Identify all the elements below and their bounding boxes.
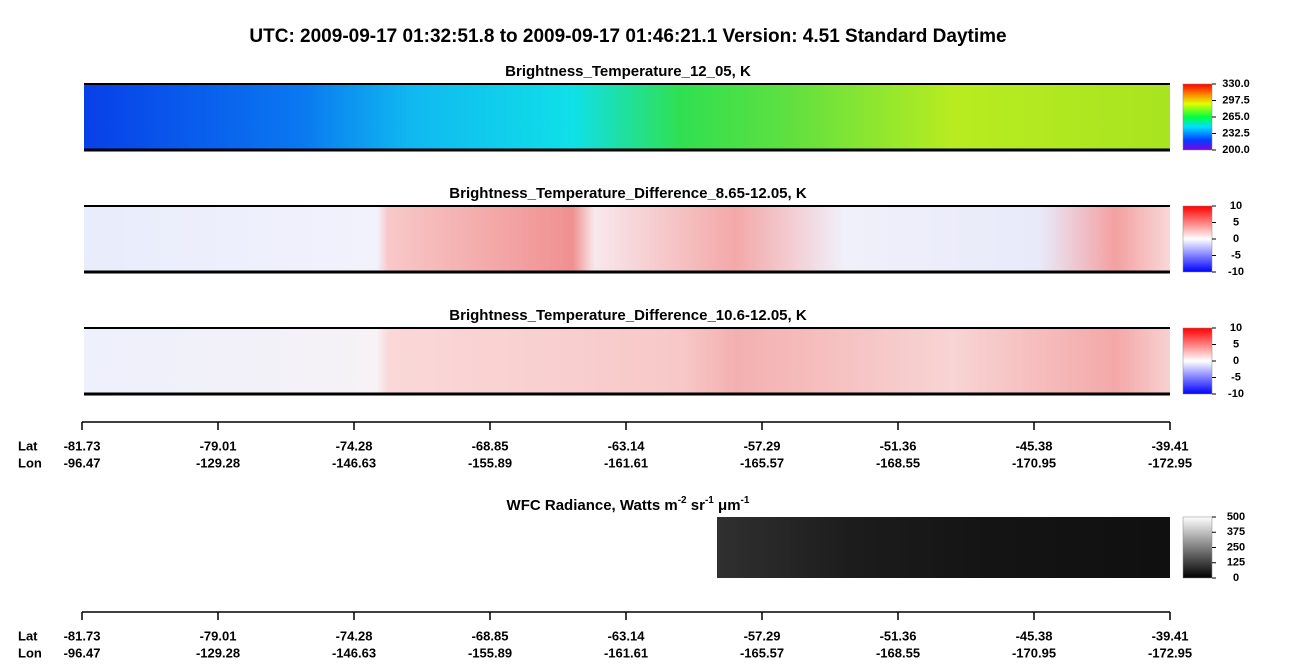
panel-title: Brightness_Temperature_12_05, K: [505, 63, 751, 80]
lon-tick-label: -129.28: [196, 645, 240, 660]
colorbar-tick-label: 500: [1227, 511, 1245, 523]
colorbar-tick-label: 297.5: [1222, 94, 1250, 106]
title-part: μm: [714, 497, 741, 514]
colorbar-tick-label: 10: [1230, 200, 1242, 212]
image-strip: [84, 84, 1170, 150]
colorbar-tick-label: 125: [1227, 557, 1245, 569]
lat-tick-label: -63.14: [608, 438, 646, 453]
lon-tick-label: -170.95: [1012, 645, 1056, 660]
colorbar-tick-label: 200.0: [1222, 144, 1250, 156]
lon-tick-label: -161.61: [604, 455, 648, 470]
title-part: -1: [705, 495, 714, 506]
colorbar-tick-label: 5: [1233, 216, 1239, 228]
panel-title: Brightness_Temperature_Difference_8.65-1…: [449, 185, 807, 202]
lat-label: Lat: [18, 438, 38, 453]
colorbar-tick-label: 0: [1233, 355, 1239, 367]
lon-label: Lon: [18, 455, 42, 470]
lon-label: Lon: [18, 645, 42, 660]
title-part: -2: [678, 495, 687, 506]
lat-tick-label: -68.85: [472, 628, 509, 643]
lon-tick-label: -168.55: [876, 645, 920, 660]
lon-tick-label: -161.61: [604, 645, 648, 660]
colorbar: [1182, 327, 1213, 395]
colorbar-tick-label: 250: [1227, 541, 1245, 553]
lon-tick-label: -172.95: [1148, 455, 1192, 470]
colorbar-tick-label: 232.5: [1222, 127, 1250, 139]
image-strip: [717, 517, 1170, 578]
title-part: sr: [687, 497, 706, 514]
lat-label: Lat: [18, 628, 38, 643]
lat-tick-label: -74.28: [336, 628, 373, 643]
lon-tick-label: -129.28: [196, 455, 240, 470]
lat-tick-label: -63.14: [608, 628, 646, 643]
panel-title: Brightness_Temperature_Difference_10.6-1…: [449, 307, 807, 324]
lon-tick-label: -146.63: [332, 645, 376, 660]
lon-tick-label: -96.47: [64, 455, 101, 470]
lat-tick-label: -74.28: [336, 438, 373, 453]
colorbar-tick-label: 375: [1227, 526, 1245, 538]
colorbar-tick-label: -10: [1228, 388, 1244, 400]
lat-tick-label: -68.85: [472, 438, 509, 453]
lon-tick-label: -155.89: [468, 455, 512, 470]
colorbar: [1182, 83, 1213, 151]
lat-tick-label: -45.38: [1016, 628, 1053, 643]
lat-tick-label: -51.36: [880, 628, 917, 643]
lon-tick-label: -155.89: [468, 645, 512, 660]
lon-tick-label: -96.47: [64, 645, 101, 660]
panels: Brightness_Temperature_12_05, K 330.0 297.…: [18, 63, 1250, 660]
colorbar-tick-label: -5: [1231, 249, 1241, 261]
lat-tick-label: -39.41: [1152, 628, 1189, 643]
lat-tick-label: -79.01: [200, 438, 237, 453]
lat-tick-label: -39.41: [1152, 438, 1189, 453]
lon-tick-label: -172.95: [1148, 645, 1192, 660]
panel-title: WFC Radiance, Watts m-2 sr-1 μm-1: [507, 495, 750, 514]
colorbar-tick-label: 0: [1233, 572, 1239, 584]
colorbar-tick-label: -10: [1228, 266, 1244, 278]
lon-tick-label: -146.63: [332, 455, 376, 470]
lon-tick-label: -168.55: [876, 455, 920, 470]
colorbar: [1182, 516, 1213, 579]
colorbar-tick-label: 330.0: [1222, 78, 1250, 90]
title-part: WFC Radiance, Watts m: [507, 497, 678, 514]
lat-tick-label: -57.29: [744, 438, 781, 453]
colorbar-tick-label: 0: [1233, 233, 1239, 245]
figure-title: UTC: 2009-09-17 01:32:51.8 to 2009-09-17…: [249, 26, 1006, 47]
lat-tick-label: -79.01: [200, 628, 237, 643]
image-strip: [84, 206, 1170, 272]
lat-tick-label: -81.73: [64, 628, 101, 643]
lat-tick-label: -81.73: [64, 438, 101, 453]
colorbar-tick-label: 5: [1233, 338, 1239, 350]
colorbar-tick-label: 265.0: [1222, 111, 1250, 123]
lat-tick-label: -51.36: [880, 438, 917, 453]
image-strip: [84, 328, 1170, 394]
colorbar-tick-label: -5: [1231, 371, 1241, 383]
lat-tick-label: -57.29: [744, 628, 781, 643]
lon-tick-label: -170.95: [1012, 455, 1056, 470]
colorbar-tick-label: 10: [1230, 322, 1242, 334]
lon-tick-label: -165.57: [740, 455, 784, 470]
lon-tick-label: -165.57: [740, 645, 784, 660]
title-part: -1: [741, 495, 750, 506]
lat-tick-label: -45.38: [1016, 438, 1053, 453]
colorbar: [1182, 205, 1213, 273]
